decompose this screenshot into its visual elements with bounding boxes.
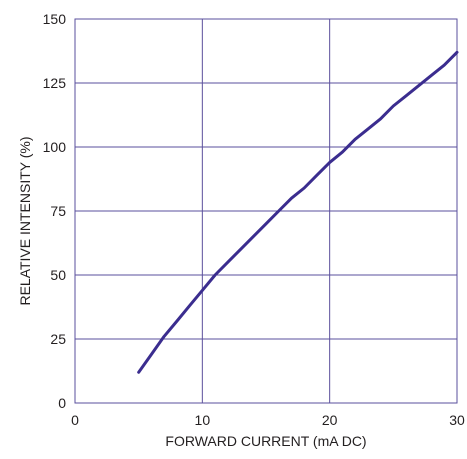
x-tick-label: 20 — [322, 412, 338, 428]
plot-frame — [74, 18, 458, 404]
x-tick-label: 10 — [195, 412, 211, 428]
y-tick-label: 100 — [43, 139, 67, 155]
x-tick-label: 0 — [71, 412, 79, 428]
y-tick-label: 150 — [43, 11, 67, 27]
y-tick-label: 50 — [50, 267, 66, 283]
y-tick-label: 0 — [58, 395, 66, 411]
series-layer — [137, 50, 459, 374]
y-tick-label: 125 — [43, 75, 67, 91]
y-tick-label: 75 — [50, 203, 66, 219]
x-tick-label: 30 — [449, 412, 465, 428]
x-axis-title: FORWARD CURRENT (mA DC) — [165, 433, 366, 449]
series-line — [137, 50, 459, 374]
grid — [75, 19, 457, 403]
x-tick-labels: 0 10 20 30 — [71, 412, 465, 428]
y-axis-title: RELATIVE INTENSITY (%) — [17, 136, 33, 305]
y-tick-label: 25 — [50, 331, 66, 347]
y-tick-labels: 0 25 50 75 100 125 150 — [43, 11, 67, 411]
